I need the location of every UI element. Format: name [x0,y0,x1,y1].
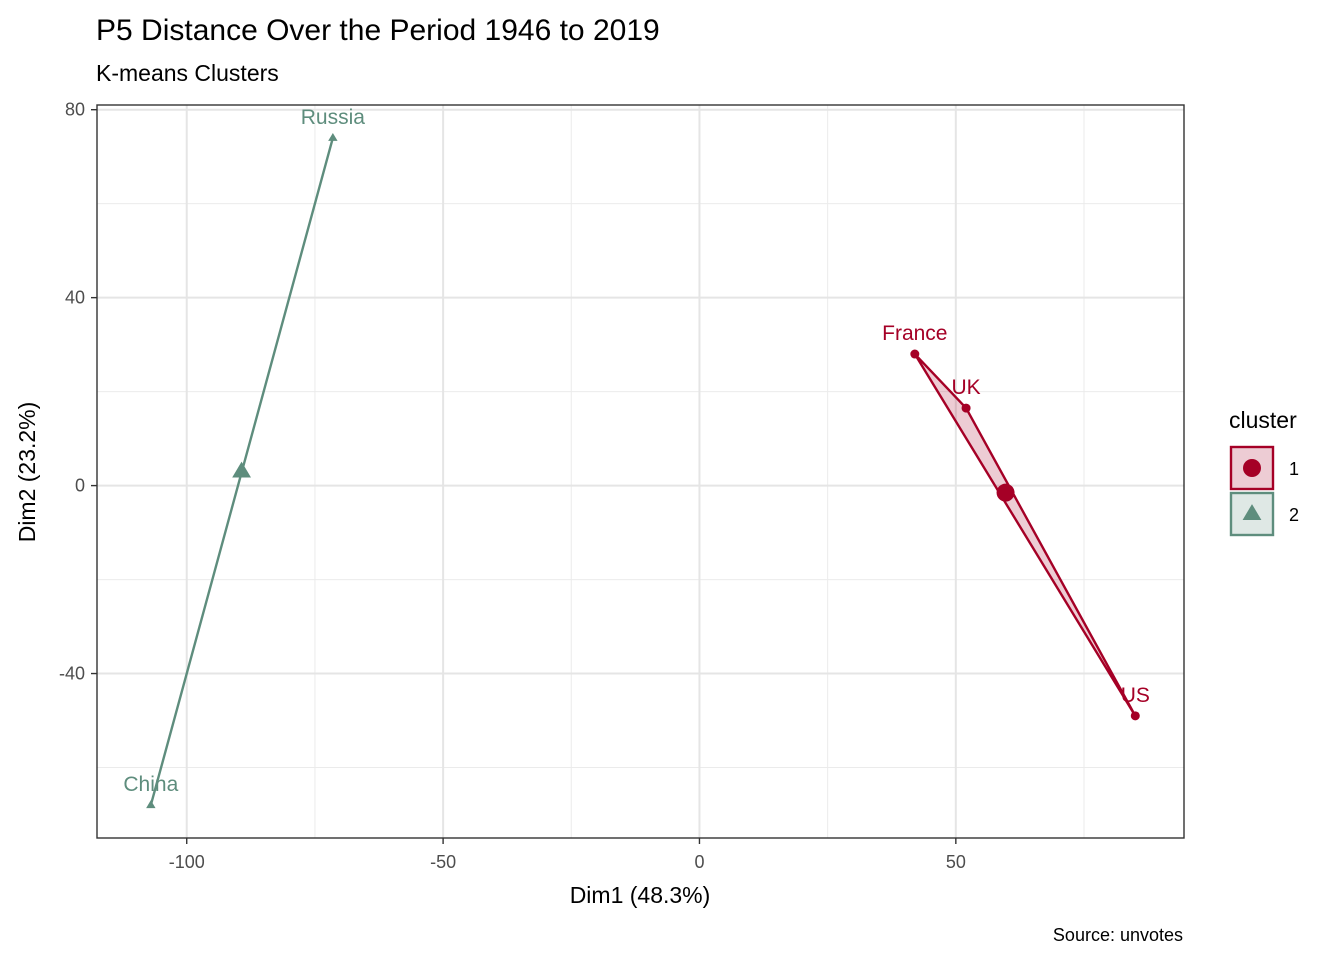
point-labels: France UK US Russia China [123,106,1149,796]
point-label-us: US [1121,684,1150,707]
point-label-uk: UK [951,376,980,399]
chart-subtitle: K-means Clusters [96,60,279,86]
x-tick-label: 0 [694,852,704,872]
point-label-china: China [123,773,178,796]
chart-title: P5 Distance Over the Period 1946 to 2019 [96,14,660,47]
chart-caption: Source: unvotes [1053,925,1183,945]
centroid-cluster-1 [996,483,1015,502]
y-tick-label: 40 [65,288,85,308]
legend: cluster 1 2 [1229,407,1299,537]
point-label-france: France [882,322,947,345]
legend-label-1: 1 [1289,459,1299,479]
grid-minor [97,105,1184,838]
point-russia [328,132,338,141]
data-points [146,132,1140,809]
legend-symbol-2 [1242,504,1262,520]
x-tick-label: -100 [169,852,205,872]
point-label-russia: Russia [301,106,366,129]
centroid-cluster-2 [232,461,251,478]
hull-cluster-1 [913,352,1137,718]
point-uk [961,403,971,413]
point-france [910,349,920,359]
x-tick-label: -50 [430,852,456,872]
y-axis: -40 0 40 80 [59,100,97,684]
legend-label-2: 2 [1289,505,1299,525]
x-axis-title: Dim1 (48.3%) [570,882,711,908]
x-axis: -100 -50 0 50 [169,838,966,872]
y-axis-title: Dim2 (23.2%) [14,402,40,543]
y-tick-label: 0 [75,476,85,496]
y-tick-label: 80 [65,100,85,120]
panel-border [96,104,1185,839]
panel-background [97,105,1184,838]
legend-title: cluster [1229,407,1297,433]
plot-panel: France UK US Russia China [96,104,1185,839]
point-us [1130,711,1140,721]
legend-symbol-1 [1243,459,1261,477]
y-tick-label: -40 [59,664,85,684]
x-tick-label: 50 [946,852,966,872]
point-china [146,800,156,809]
